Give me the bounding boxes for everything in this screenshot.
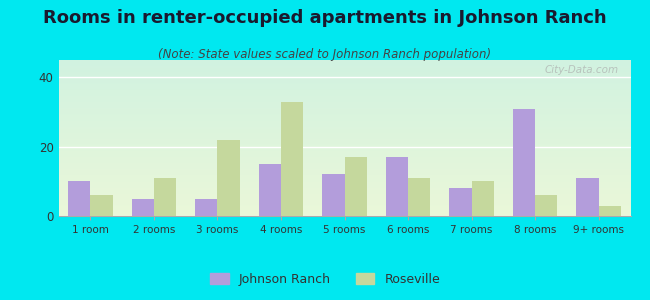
Bar: [386, 157, 408, 216]
Bar: [259, 164, 281, 216]
Bar: [513, 109, 535, 216]
Bar: [472, 181, 494, 216]
Bar: [195, 199, 217, 216]
Text: (Note: State values scaled to Johnson Ranch population): (Note: State values scaled to Johnson Ra…: [159, 48, 491, 61]
Legend: Johnson Ranch, Roseville: Johnson Ranch, Roseville: [205, 268, 445, 291]
Bar: [449, 188, 472, 216]
Bar: [577, 178, 599, 216]
Bar: [408, 178, 430, 216]
Bar: [131, 199, 154, 216]
Bar: [217, 140, 240, 216]
Bar: [90, 195, 112, 216]
Bar: [344, 157, 367, 216]
Bar: [154, 178, 176, 216]
Bar: [68, 181, 90, 216]
Bar: [535, 195, 558, 216]
Bar: [599, 206, 621, 216]
Text: Rooms in renter-occupied apartments in Johnson Ranch: Rooms in renter-occupied apartments in J…: [43, 9, 607, 27]
Bar: [281, 102, 303, 216]
Text: City-Data.com: City-Data.com: [545, 65, 619, 75]
Bar: [322, 174, 344, 216]
